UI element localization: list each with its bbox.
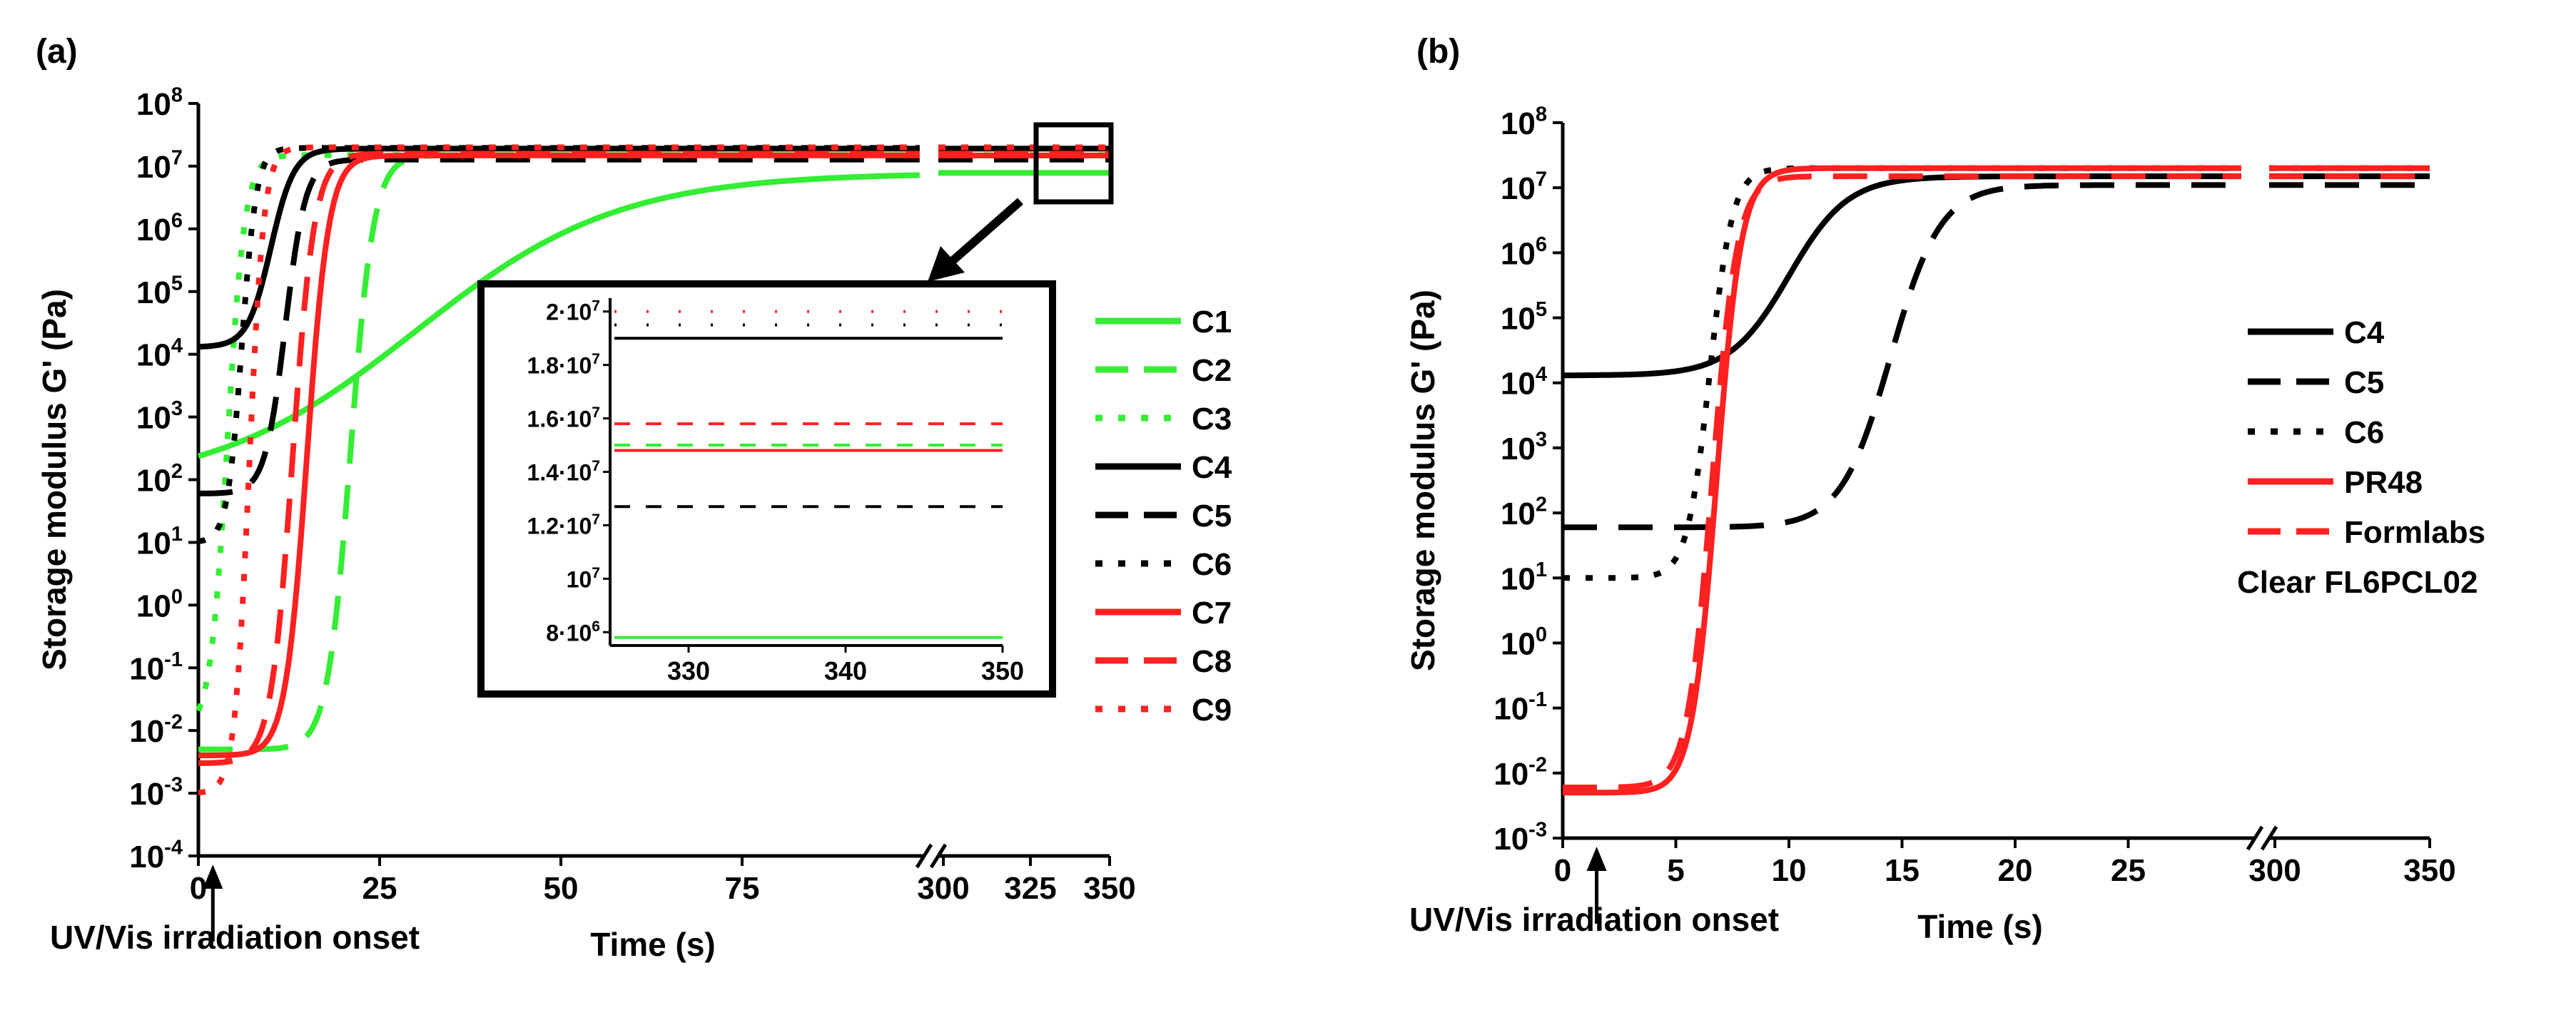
axis-break-mark [2260,825,2278,851]
x-tick-label: 25 [2111,853,2146,888]
y-tick-label: 100 [136,586,183,623]
legend-label: C4 [2344,315,2385,350]
x-tick-label: 75 [725,871,760,906]
onset-arrow-head [203,864,223,889]
y-tick-label: 106 [1501,233,1547,271]
x-tick-label: 300 [917,871,969,906]
y-axis-title: Storage modulus G' (Pa) [1404,290,1441,671]
x-tick-label: 20 [1998,853,2033,888]
x-tick-label: 0 [1554,853,1571,888]
zoom-arrow [946,198,1023,267]
series-line-formlabs [1563,173,2241,790]
y-tick-label: 102 [1501,494,1547,531]
series-line-c9 [198,144,920,796]
y-tick-label: 106 [136,209,183,247]
axis-break-mark [929,843,948,869]
y-tick-label: 10-1 [1494,688,1547,726]
series-line-c8 [198,151,920,766]
inset-y-tick-label: 2·107 [546,297,600,325]
y-axis-title: Storage modulus G' (Pa) [36,289,73,670]
legend-label: C7 [1192,596,1232,631]
inset-x-tick-label: 350 [981,656,1024,685]
series-line-c5 [1563,182,2241,531]
inset-x-tick-label: 330 [667,656,710,685]
y-tick-label: 108 [136,84,183,122]
panel-a-label: (a) [36,33,78,71]
legend-label: C5 [2344,365,2384,400]
onset-arrow-head [1586,847,1607,871]
panel-a-chart: 10-4 10-3 10-2 10-1 100 101 102 103 104 105 106 107… [36,84,1232,963]
legend-label: C6 [2344,415,2384,450]
y-tick-label: 10-4 [129,837,183,874]
x-tick-label: 5 [1667,853,1684,888]
y-tick-label: 10-3 [129,774,183,812]
x-tick-label: 15 [1885,853,1920,888]
onset-annotation: UV/Vis irradiation onset [1409,901,1779,938]
x-axis-title: Time (s) [590,926,716,963]
y-tick-label: 100 [1501,623,1547,661]
inset-y-tick-label: 1.2·107 [527,511,600,539]
legend-label: C9 [1192,693,1232,728]
legend-label: C5 [1192,499,1232,534]
inset-y-tick-label: 107 [567,565,600,592]
onset-annotation: UV/Vis irradiation onset [50,919,420,956]
y-tick-label: 103 [1501,428,1547,466]
inset-x-tick-label: 340 [824,656,867,685]
y-tick-label: 10-1 [129,648,183,686]
legend-label: Formlabs [2344,515,2485,550]
panel-b-chart: 10-310-210-11001011021031041051061071080… [1404,103,2485,945]
x-tick-label: 50 [544,871,579,906]
legend-label: C1 [1192,305,1232,340]
legend-label: C2 [1192,353,1232,388]
series-line-c5 [198,156,920,496]
y-tick-label: 108 [1501,103,1547,141]
x-axis-title: Time (s) [1917,908,2043,945]
zoom-box [1033,122,1114,205]
legend-label: C8 [1192,644,1232,679]
y-tick-label: 104 [136,335,183,372]
y-tick-label: 104 [1501,363,1547,401]
y-tick-label: 101 [136,523,183,561]
series-line-c1 [197,172,920,459]
zoom-arrow-head [928,246,965,282]
series-line-pr48 [1563,165,2241,796]
y-tick-label: 107 [136,146,183,184]
x-tick-label: 350 [2403,853,2455,888]
legend-label: Clear FL6PCL02 [2237,565,2478,600]
y-tick-label: 101 [1501,558,1547,596]
x-tick-label: 25 [362,871,397,906]
panel-b-label: (b) [1416,33,1460,71]
y-tick-label: 10-2 [129,711,183,749]
x-tick-label: 10 [1772,853,1807,888]
y-tick-label: 10-3 [1494,819,1547,857]
y-tick-label: 105 [1501,298,1547,336]
axis-break-mark [915,843,933,869]
legend-label: C4 [1192,450,1232,485]
legend-label: PR48 [2344,465,2423,500]
legend-label: C3 [1192,402,1232,437]
y-tick-label: 102 [136,460,183,498]
x-tick-label: 350 [1083,871,1135,906]
x-tick-label: 325 [1004,871,1056,906]
legend-label: C6 [1192,547,1232,582]
y-tick-label: 107 [1501,168,1547,206]
inset-y-tick-label: 1.6·107 [527,404,600,432]
series-line-c4 [1563,173,2241,379]
y-tick-label: 105 [136,272,183,310]
y-tick-label: 10-2 [1494,753,1547,791]
x-tick-label: 300 [2248,853,2301,888]
inset-y-tick-label: 1.4·107 [527,458,600,485]
inset-y-tick-label: 1.8·107 [527,351,600,378]
inset-y-tick-label: 8·106 [546,618,600,646]
y-tick-label: 103 [136,397,183,435]
axis-break-mark [2246,825,2264,851]
inset-frame [477,280,1056,698]
